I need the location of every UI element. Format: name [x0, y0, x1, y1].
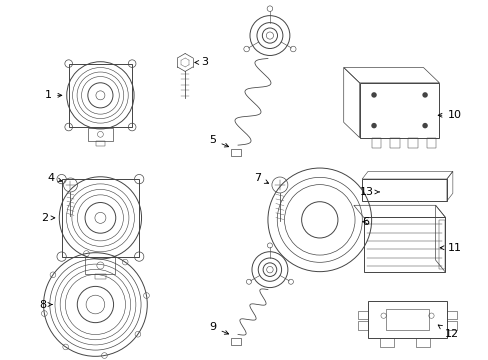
Bar [426, 138, 435, 148]
Bar [96, 141, 104, 146]
Bar [367, 301, 447, 338]
Text: 13: 13 [359, 187, 379, 197]
Bar [385, 309, 428, 330]
Bar [357, 311, 367, 319]
Text: 2: 2 [41, 213, 55, 223]
Text: 7: 7 [254, 173, 268, 183]
Bar [371, 138, 381, 148]
Bar [85, 257, 115, 274]
Bar [447, 321, 456, 330]
Bar [95, 274, 105, 279]
Text: 11: 11 [439, 243, 461, 253]
Text: 6: 6 [362, 217, 368, 227]
Circle shape [422, 123, 427, 129]
Text: 4: 4 [47, 173, 62, 183]
Bar [362, 179, 446, 201]
Bar [357, 321, 367, 330]
Bar [379, 338, 393, 347]
Text: 3: 3 [194, 58, 208, 67]
Bar [389, 138, 399, 148]
Circle shape [370, 123, 376, 129]
Bar [359, 83, 439, 138]
Bar [447, 311, 456, 319]
Bar [88, 127, 113, 141]
Bar [230, 338, 241, 345]
Text: 1: 1 [45, 90, 61, 100]
Circle shape [370, 92, 376, 98]
Bar [230, 149, 241, 156]
Text: 12: 12 [437, 325, 458, 339]
Text: 10: 10 [437, 110, 461, 120]
Text: 8: 8 [39, 300, 52, 310]
Bar [407, 138, 417, 148]
Circle shape [422, 92, 427, 98]
Text: 9: 9 [209, 323, 228, 334]
Bar [415, 338, 429, 347]
Bar [438, 220, 445, 269]
Text: 5: 5 [209, 135, 228, 147]
Bar [363, 217, 445, 272]
